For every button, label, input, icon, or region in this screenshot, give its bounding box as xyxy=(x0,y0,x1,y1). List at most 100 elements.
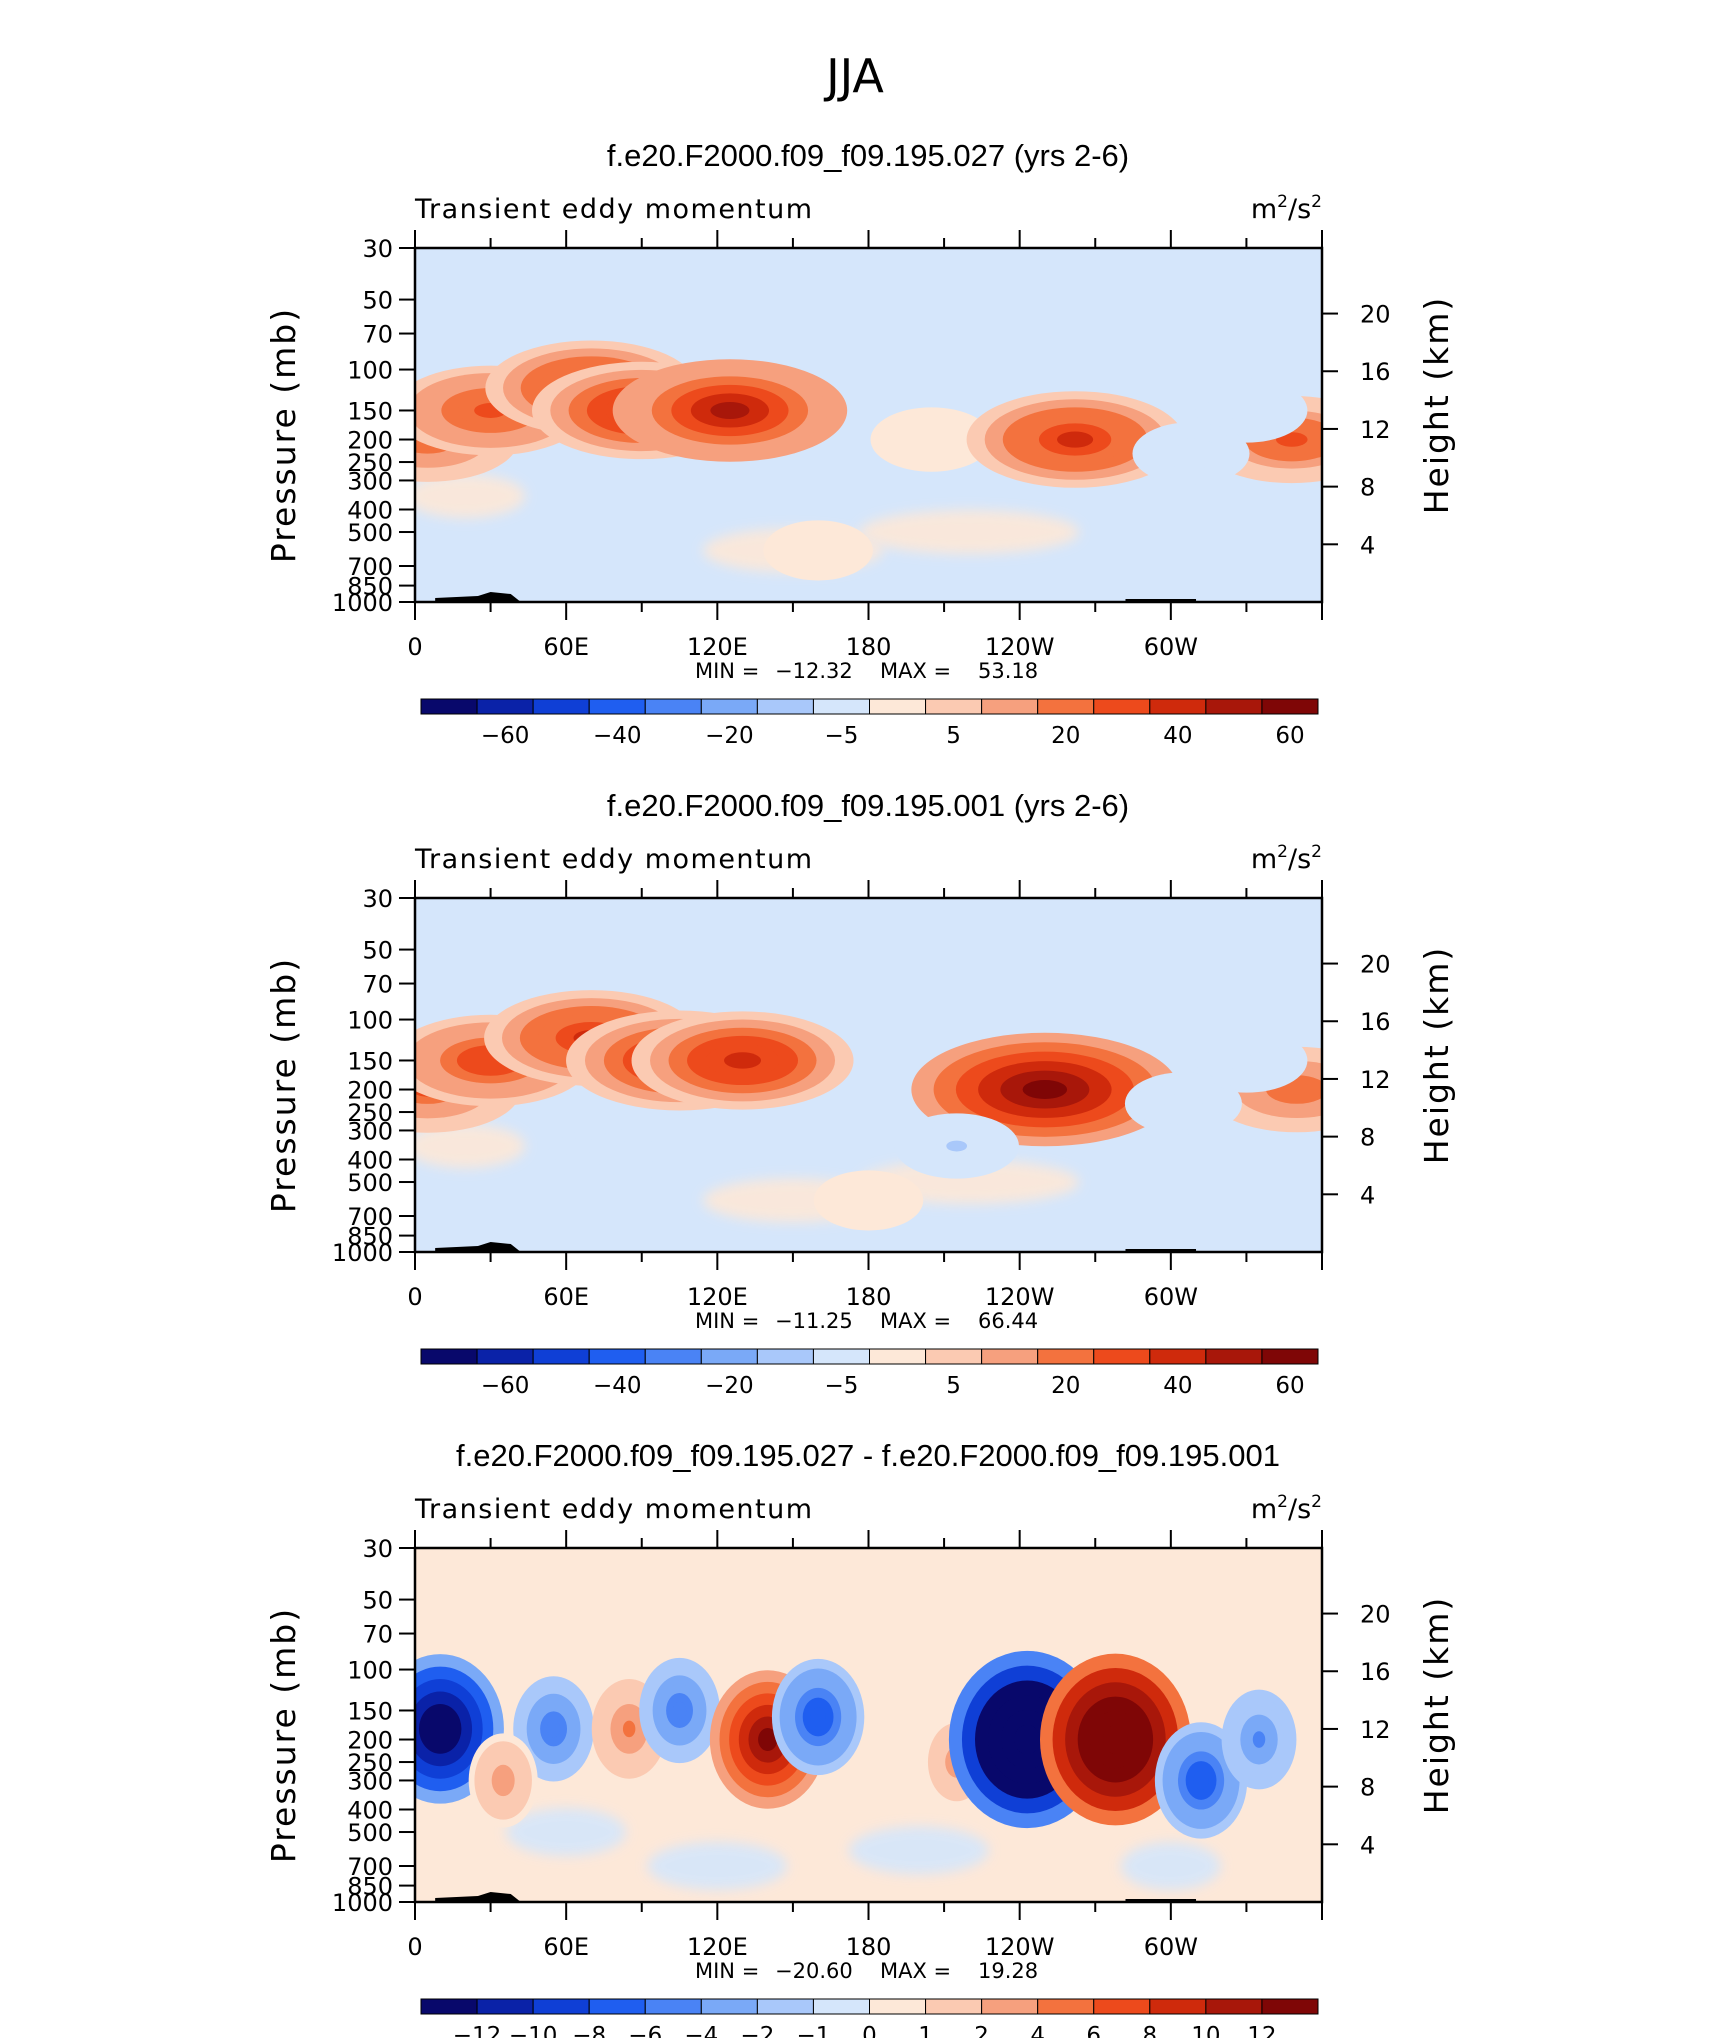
panel-title: f.e20.F2000.f09_f09.195.001 (yrs 2-6) xyxy=(607,788,1129,823)
colorbar-label: 5 xyxy=(946,1373,961,1399)
contour-blob-11 xyxy=(456,560,475,572)
y2-tick-label: 16 xyxy=(1360,1658,1391,1686)
max-value: 53.18 xyxy=(978,659,1038,683)
y-axis-title: Pressure (mb) xyxy=(264,957,303,1213)
y-axis-title: Pressure (mb) xyxy=(264,307,303,563)
x-tick-label: 120E xyxy=(687,1283,748,1311)
y-tick-label: 30 xyxy=(362,235,393,263)
colorbar-swatch xyxy=(1093,1998,1151,2015)
contour-blob-4 xyxy=(758,1727,778,1752)
colorbar-label: −20 xyxy=(705,723,754,749)
colorbar-label: −12 xyxy=(453,2023,502,2038)
panel-1: f.e20.F2000.f09_f09.195.027 (yrs 2-6) Tra… xyxy=(264,138,1456,749)
x-tick-label: 60E xyxy=(543,1283,589,1311)
panel-variable-label: Transient eddy momentum xyxy=(414,844,814,875)
colorbar-swatch xyxy=(1149,698,1207,715)
colorbar-label: −40 xyxy=(593,723,642,749)
colorbar-label: −6 xyxy=(628,2023,662,2038)
colorbar-swatch xyxy=(756,1998,814,2015)
y-tick-label: 100 xyxy=(347,1007,393,1035)
colorbar-swatch xyxy=(869,1998,927,2015)
y2-tick-label: 16 xyxy=(1360,1008,1391,1036)
colorbar-swatch xyxy=(1037,1998,1095,2015)
colorbar-swatch xyxy=(1093,1348,1151,1365)
x-tick-label: 120E xyxy=(687,633,748,661)
y2-tick-label: 20 xyxy=(1360,1601,1391,1629)
colorbar-swatch xyxy=(532,698,590,715)
y-tick-label: 400 xyxy=(347,496,393,524)
colorbar-swatch xyxy=(644,698,702,715)
contour-blob-11 xyxy=(497,1772,509,1789)
colorbar-label: −8 xyxy=(572,2023,606,2038)
topography xyxy=(435,1242,521,1252)
weak-band-0 xyxy=(506,1808,627,1857)
contour-blob-10 xyxy=(1252,1731,1266,1748)
colorbar: −60 −40 −20 −5 5 20 40 60 xyxy=(420,698,1319,749)
colorbar-label: −40 xyxy=(593,1373,642,1399)
y-tick-label: 500 xyxy=(347,519,393,547)
colorbar-swatch xyxy=(1261,1348,1319,1365)
colorbar-swatch xyxy=(644,1998,702,2015)
colorbar-label: 40 xyxy=(1163,1373,1192,1399)
colorbar-swatch xyxy=(1037,698,1095,715)
colorbar-swatch xyxy=(925,1348,983,1365)
colorbar-label: 2 xyxy=(974,2023,989,2038)
colorbar-swatch xyxy=(1093,698,1151,715)
colorbar-label: 60 xyxy=(1275,723,1304,749)
x-tick-label: 60E xyxy=(543,633,589,661)
colorbar-swatch xyxy=(476,698,534,715)
colorbar-label: 60 xyxy=(1275,1373,1304,1399)
min-label: MIN = xyxy=(695,659,759,683)
colorbar-swatch xyxy=(1149,1998,1207,2015)
colorbar-swatch xyxy=(532,1348,590,1365)
colorbar-label: −20 xyxy=(705,1373,754,1399)
weak-band-2 xyxy=(1120,1841,1221,1890)
contour-blob-7 xyxy=(1236,1055,1257,1066)
y-tick-label: 50 xyxy=(362,937,393,965)
y-tick-label: 70 xyxy=(362,1621,393,1649)
colorbar-swatch xyxy=(1261,698,1319,715)
x-tick-label: 120W xyxy=(985,1283,1055,1311)
colorbar-swatch xyxy=(700,1998,758,2015)
y-tick-label: 1000 xyxy=(332,1239,393,1267)
colorbar-swatch xyxy=(812,698,870,715)
colorbar-swatch xyxy=(588,698,646,715)
y-tick-label: 250 xyxy=(347,449,393,477)
contour-blob-3 xyxy=(672,1701,687,1720)
colorbar: −12 −10 −8 −6 −4 −2 −1 0 1 2 4 6 8 10 12 xyxy=(420,1998,1319,2038)
y-tick-label: 400 xyxy=(347,1146,393,1174)
y2-tick-label: 4 xyxy=(1360,1181,1375,1209)
y2-axis-title: Height (km) xyxy=(1417,1596,1456,1815)
y-tick-label: 500 xyxy=(347,1819,393,1847)
y-tick-label: 300 xyxy=(347,1767,393,1795)
colorbar-swatch xyxy=(1037,1348,1095,1365)
y2-tick-label: 4 xyxy=(1360,1831,1375,1859)
colorbar-swatch xyxy=(756,698,814,715)
colorbar-label: 1 xyxy=(918,2023,933,2038)
colorbar-swatch xyxy=(420,698,478,715)
colorbar-swatch xyxy=(532,1998,590,2015)
units-label: m2/s2 xyxy=(1251,842,1322,875)
y-tick-label: 500 xyxy=(347,1169,393,1197)
colorbar-label: −2 xyxy=(740,2023,774,2038)
y-tick-label: 400 xyxy=(347,1796,393,1824)
y-tick-label: 700 xyxy=(347,1203,393,1231)
colorbar-label: −1 xyxy=(796,2023,830,2038)
colorbar-swatch xyxy=(1149,1348,1207,1365)
contour-blob-10 xyxy=(808,545,828,556)
colorbar-swatch xyxy=(925,1998,983,2015)
contour-blob-11 xyxy=(859,1195,878,1206)
contour-blob-8 xyxy=(1173,1098,1194,1109)
colorbar-label: 0 xyxy=(862,2023,877,2038)
y-tick-label: 200 xyxy=(347,1727,393,1755)
y-axis-title: Pressure (mb) xyxy=(264,1607,303,1863)
min-label: MIN = xyxy=(695,1309,759,1333)
colorbar-label: 12 xyxy=(1247,2023,1276,2038)
colorbar-swatch xyxy=(869,698,927,715)
y2-axis-title: Height (km) xyxy=(1417,946,1456,1165)
x-tick-label: 60W xyxy=(1144,1283,1198,1311)
weak-band-3 xyxy=(647,1841,788,1890)
colorbar-label: −5 xyxy=(825,723,859,749)
y-tick-label: 850 xyxy=(347,1223,393,1251)
colorbar-swatch xyxy=(756,1348,814,1365)
